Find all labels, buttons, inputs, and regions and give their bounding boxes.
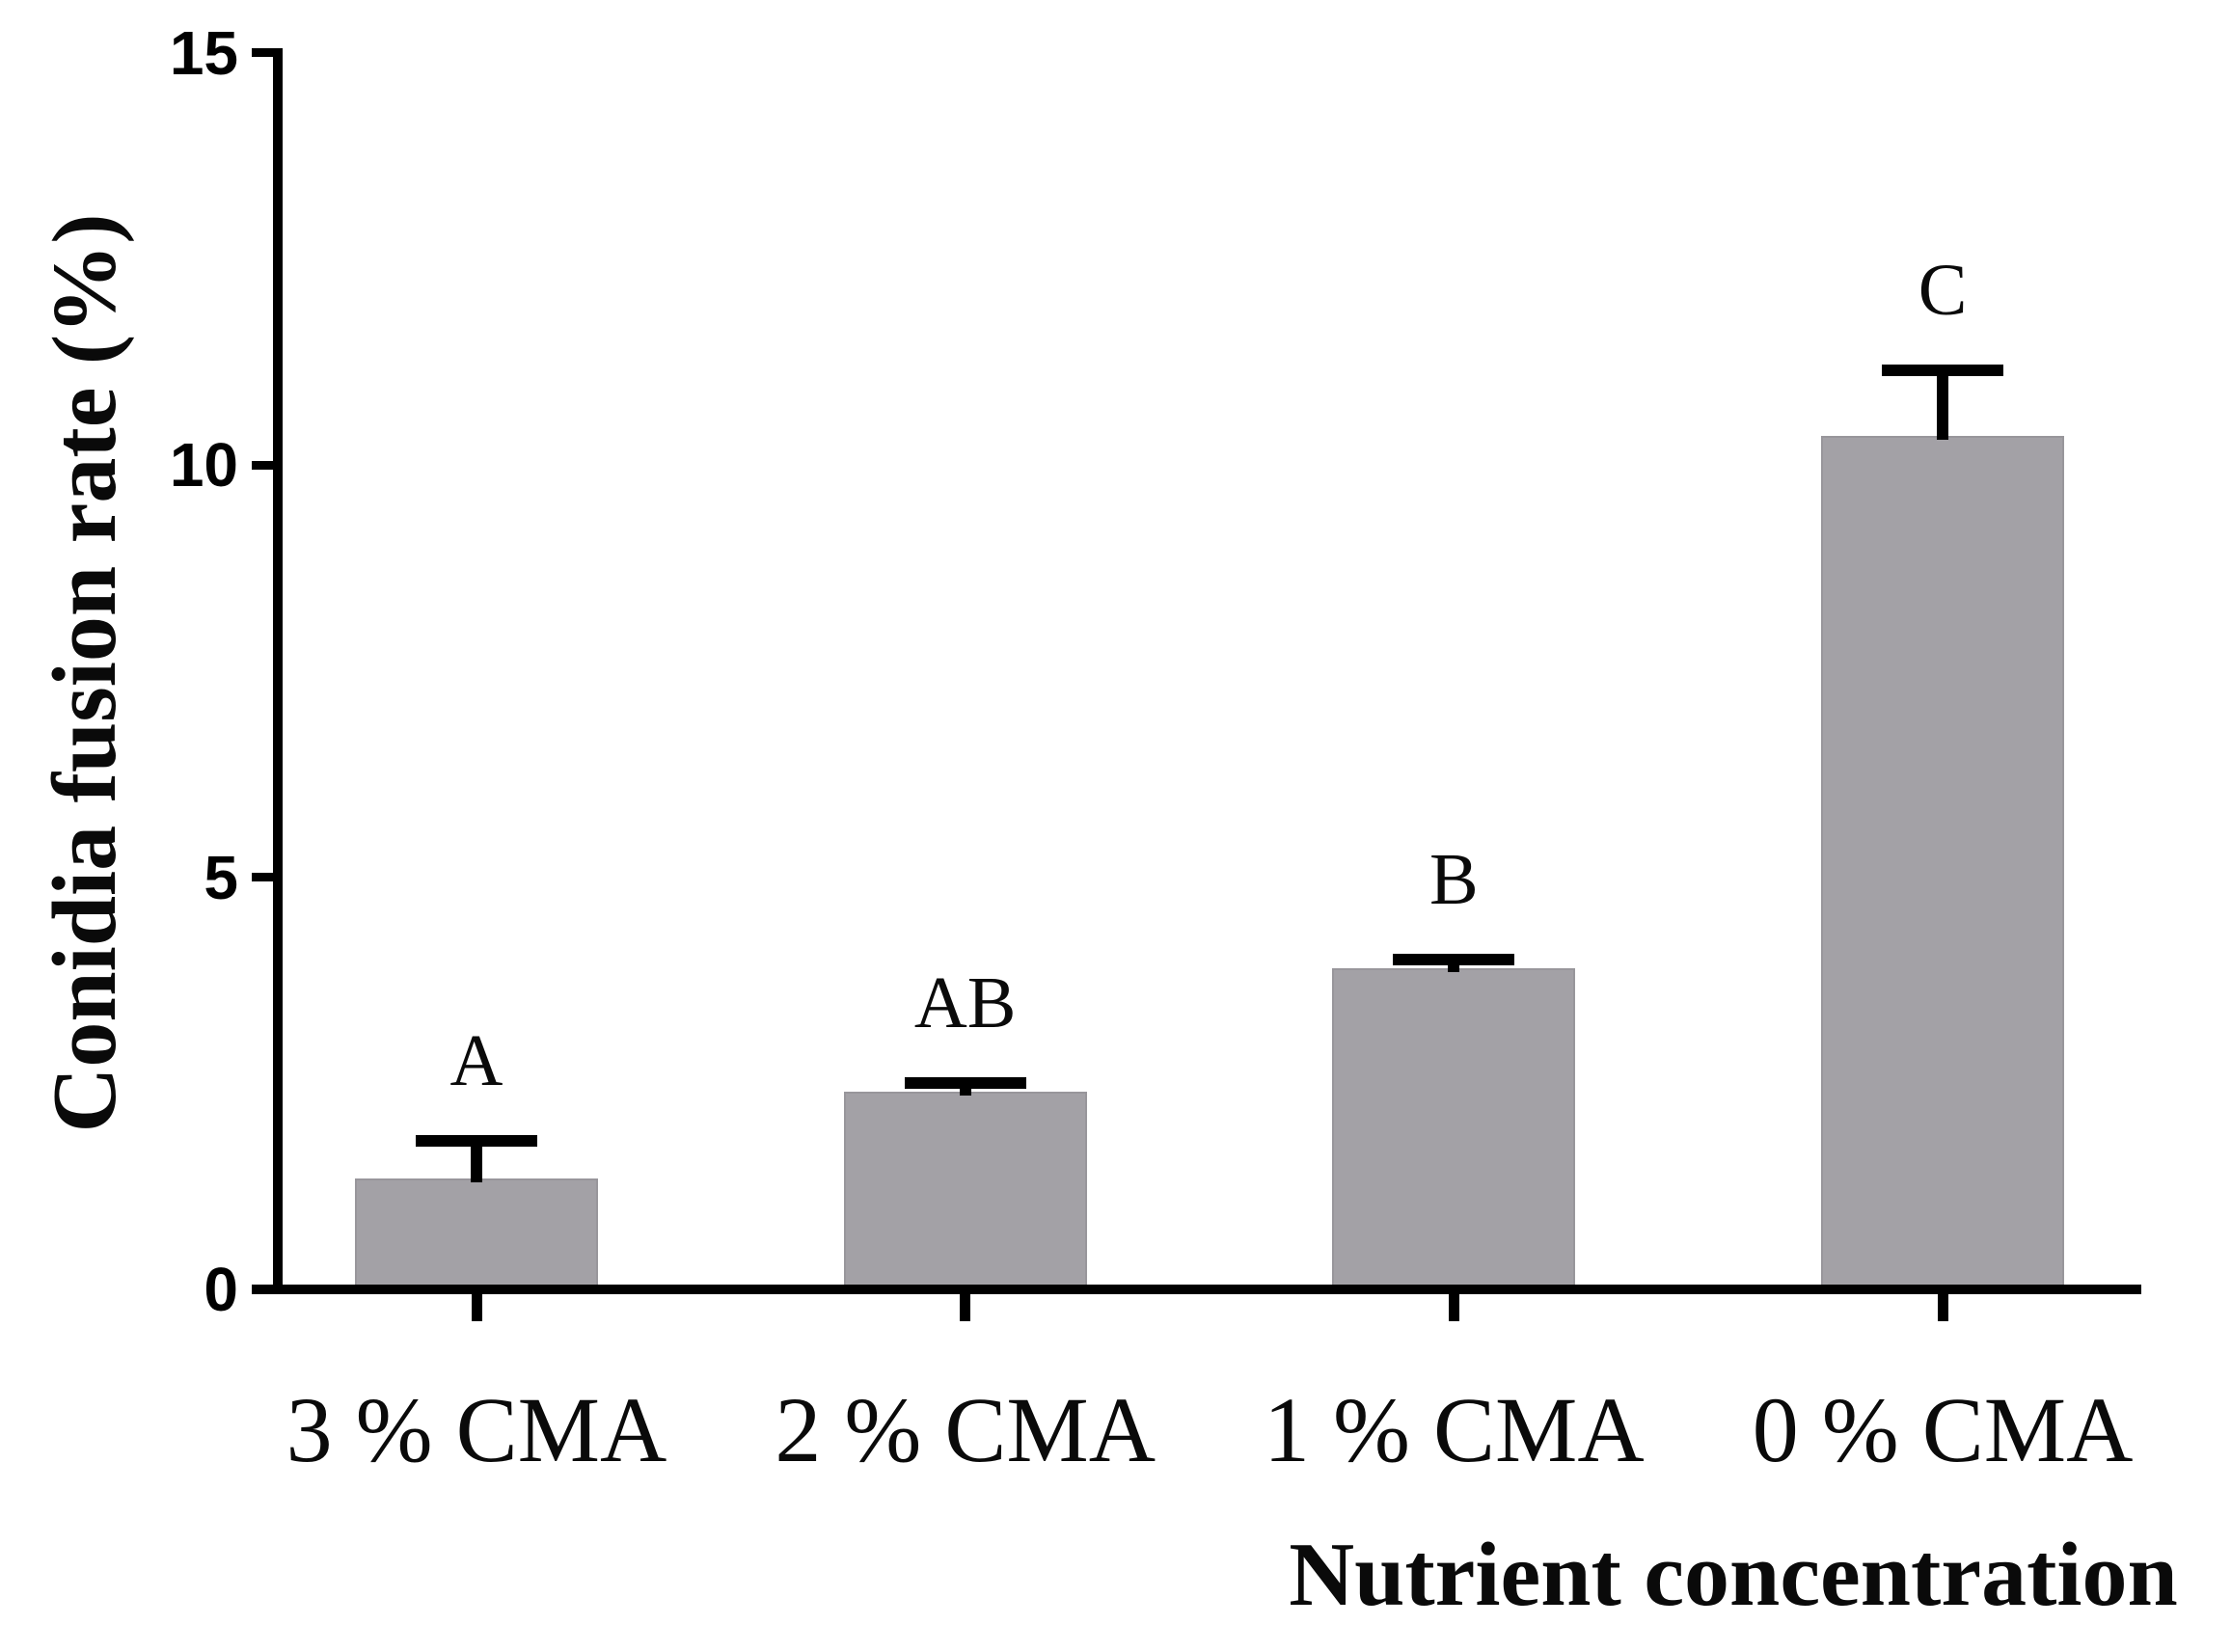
x-category-label: 3 % CMA (286, 1378, 667, 1481)
significance-letter: C (1918, 249, 1968, 331)
x-tick (471, 1294, 482, 1321)
y-tick (252, 873, 273, 881)
error-bar-stem (1937, 369, 1949, 441)
significance-letter: AB (913, 962, 1017, 1044)
error-bar-cap (1393, 954, 1515, 965)
y-tick-label: 15 (169, 17, 238, 88)
error-bar-cap (1882, 364, 2004, 376)
y-tick-label: 0 (204, 1255, 238, 1324)
x-axis-title: Nutrient concentration (1289, 1525, 2178, 1625)
bar (1332, 967, 1576, 1292)
x-category-label: 2 % CMA (775, 1378, 1156, 1481)
y-axis-line (273, 48, 283, 1294)
error-bar-stem (471, 1141, 482, 1182)
y-tick-label: 5 (204, 842, 238, 912)
bar (355, 1178, 598, 1292)
y-tick (252, 460, 273, 470)
y-tick-label: 10 (169, 430, 238, 500)
x-category-label: 0 % CMA (1752, 1378, 2134, 1481)
significance-letter: B (1429, 839, 1479, 920)
x-tick (1937, 1294, 1948, 1321)
x-tick (1448, 1294, 1459, 1321)
error-bar-cap (416, 1135, 537, 1148)
y-tick (252, 48, 273, 57)
significance-letter: A (449, 1020, 503, 1102)
bar (1821, 436, 2065, 1292)
x-category-label: 1 % CMA (1264, 1378, 1645, 1481)
x-axis-line (252, 1285, 2141, 1294)
x-tick (960, 1294, 971, 1321)
error-bar-cap (904, 1077, 1026, 1090)
